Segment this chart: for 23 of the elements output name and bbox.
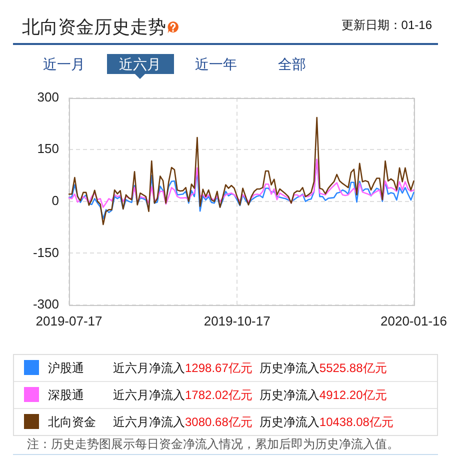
- y-tick-label: 0: [52, 192, 59, 208]
- legend-label: 深股通: [48, 388, 84, 402]
- y-tick-label: 150: [37, 141, 59, 156]
- text: 近六月净流入3080.68亿元: [113, 415, 252, 429]
- text: 近六月净流入1298.67亿元: [113, 361, 252, 375]
- y-tick-label: -300: [32, 296, 59, 312]
- text: 近六月净流入1782.02亿元: [113, 388, 252, 402]
- text: 全部: [278, 56, 306, 72]
- text: 历史净流入4912.20亿元: [259, 388, 387, 402]
- text: 注：历史走势图展示每日资金净流入情况，累加后即为历史净流入值。: [27, 437, 399, 451]
- legend-label: 沪股通: [48, 361, 84, 375]
- y-tick-label: -150: [32, 244, 59, 260]
- chart-title: 北向资金历史走势: [22, 16, 166, 38]
- legend-label: 北向资金: [48, 415, 96, 429]
- text: 历史净流入5525.88亿元: [259, 361, 387, 375]
- x-tick-label: 2019-10-17: [204, 313, 270, 328]
- text: 近一年: [195, 56, 237, 72]
- chart-subtitle: 更新日期：01-16: [341, 18, 432, 32]
- text: 历史净流入10438.08亿元: [259, 415, 394, 429]
- text: 近一月: [43, 56, 85, 72]
- x-tick-label: 2020-01-16: [380, 313, 447, 328]
- x-tick-label: 2019-07-17: [36, 313, 102, 328]
- y-tick-label: 300: [37, 89, 59, 104]
